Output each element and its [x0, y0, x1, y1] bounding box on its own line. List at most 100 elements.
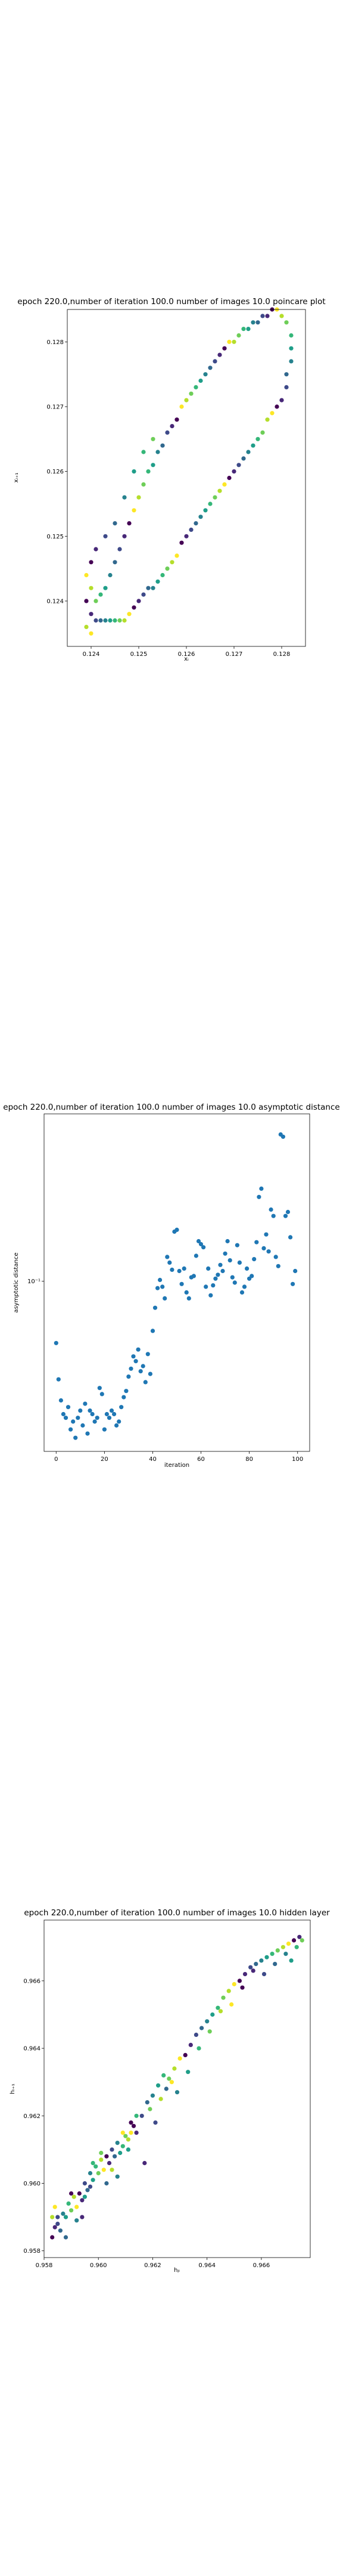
- data-point: [64, 2235, 68, 2239]
- data-point: [83, 1402, 87, 1406]
- data-point: [230, 1275, 235, 1280]
- data-point: [211, 1283, 215, 1287]
- data-point: [126, 2137, 130, 2141]
- data-point: [246, 327, 250, 331]
- data-point: [98, 1386, 102, 1390]
- data-point: [289, 1958, 294, 1962]
- data-point: [286, 1942, 291, 1946]
- data-point: [54, 1341, 58, 1345]
- data-point: [194, 521, 198, 525]
- data-point: [208, 2029, 212, 2033]
- poincare-plot-frame: [67, 309, 305, 646]
- data-point: [289, 333, 293, 338]
- data-point: [259, 1187, 263, 1191]
- data-point: [170, 2080, 174, 2084]
- data-point: [198, 379, 202, 383]
- data-point: [131, 1354, 135, 1358]
- hidden-layer-ticks: 0.958 0.960 0.962 0.964 0.966 0.958 0.960 0.962…: [23, 1978, 270, 2269]
- data-point: [129, 2131, 133, 2135]
- data-point: [146, 1352, 150, 1356]
- data-point: [84, 625, 88, 629]
- y-tick-label: 0.128: [46, 339, 64, 346]
- data-point: [146, 469, 150, 473]
- data-point: [123, 2134, 127, 2138]
- data-point: [260, 431, 264, 435]
- data-point: [110, 2147, 114, 2151]
- data-point: [104, 2181, 108, 2185]
- hidden-layer-frame: [44, 1920, 310, 2258]
- data-point: [59, 1398, 63, 1402]
- data-point: [245, 1267, 249, 1271]
- data-point: [170, 424, 174, 428]
- x-tick-label: 0.958: [36, 2262, 53, 2269]
- data-point: [264, 1955, 269, 1959]
- x-tick-label: 0: [54, 1456, 58, 1463]
- data-point: [107, 2161, 111, 2165]
- data-point: [293, 1269, 297, 1273]
- data-point: [144, 1380, 148, 1384]
- data-point: [184, 534, 188, 538]
- data-point: [113, 560, 117, 564]
- data-point: [88, 2171, 92, 2175]
- data-point: [93, 618, 98, 623]
- data-point: [217, 489, 222, 493]
- data-point: [103, 618, 107, 623]
- data-point: [112, 1412, 116, 1416]
- data-point: [129, 2120, 133, 2125]
- data-point: [117, 547, 121, 551]
- data-point: [80, 1423, 85, 1428]
- data-point: [194, 2033, 198, 2037]
- data-point: [58, 2228, 63, 2233]
- data-point: [103, 534, 107, 538]
- data-point: [127, 612, 131, 616]
- data-point: [183, 2053, 188, 2057]
- asymptotic-distance-frame: [44, 1114, 310, 1451]
- data-point: [228, 1258, 232, 1262]
- poincare-plot-xlabel: xᵢ: [184, 656, 189, 662]
- data-point: [261, 1246, 266, 1250]
- data-point: [254, 1962, 258, 1966]
- asymptotic-distance-title: epoch 220.0,number of iteration 100.0 nu…: [3, 1103, 339, 1112]
- data-point: [283, 1214, 288, 1218]
- data-point: [170, 1268, 174, 1272]
- data-point: [83, 2181, 87, 2185]
- data-point: [80, 2215, 84, 2219]
- data-point: [218, 1263, 222, 1267]
- y-tick-label: 0.125: [46, 534, 64, 540]
- data-point: [289, 359, 293, 363]
- data-point: [121, 2144, 125, 2148]
- data-point: [141, 1364, 145, 1368]
- data-point: [89, 612, 93, 616]
- data-point: [210, 2012, 214, 2017]
- data-point: [281, 1135, 285, 1139]
- data-point: [187, 1296, 191, 1301]
- data-point: [276, 1264, 280, 1268]
- data-point: [289, 346, 293, 351]
- data-point: [53, 2205, 57, 2209]
- data-point: [216, 1272, 220, 1277]
- data-point: [216, 2006, 220, 2010]
- data-point: [222, 482, 226, 487]
- data-point: [160, 573, 164, 577]
- data-point: [141, 482, 145, 487]
- data-point: [276, 1948, 280, 1952]
- data-point: [89, 586, 93, 590]
- data-point: [236, 333, 241, 338]
- data-point: [134, 1359, 138, 1363]
- data-point: [141, 593, 145, 597]
- data-point: [177, 1269, 182, 1273]
- data-point: [203, 508, 207, 512]
- data-point: [251, 320, 255, 324]
- data-point: [105, 1412, 109, 1416]
- data-point: [118, 2151, 122, 2155]
- data-point: [221, 1996, 225, 2000]
- data-point: [151, 2094, 155, 2098]
- data-point: [122, 496, 126, 500]
- data-point: [122, 534, 126, 538]
- data-point: [121, 2131, 125, 2135]
- data-point: [117, 1419, 121, 1423]
- data-point: [159, 2097, 163, 2101]
- x-tick-label: 0.128: [273, 651, 291, 658]
- data-point: [88, 1408, 92, 1413]
- x-tick-label: 0.124: [83, 651, 100, 658]
